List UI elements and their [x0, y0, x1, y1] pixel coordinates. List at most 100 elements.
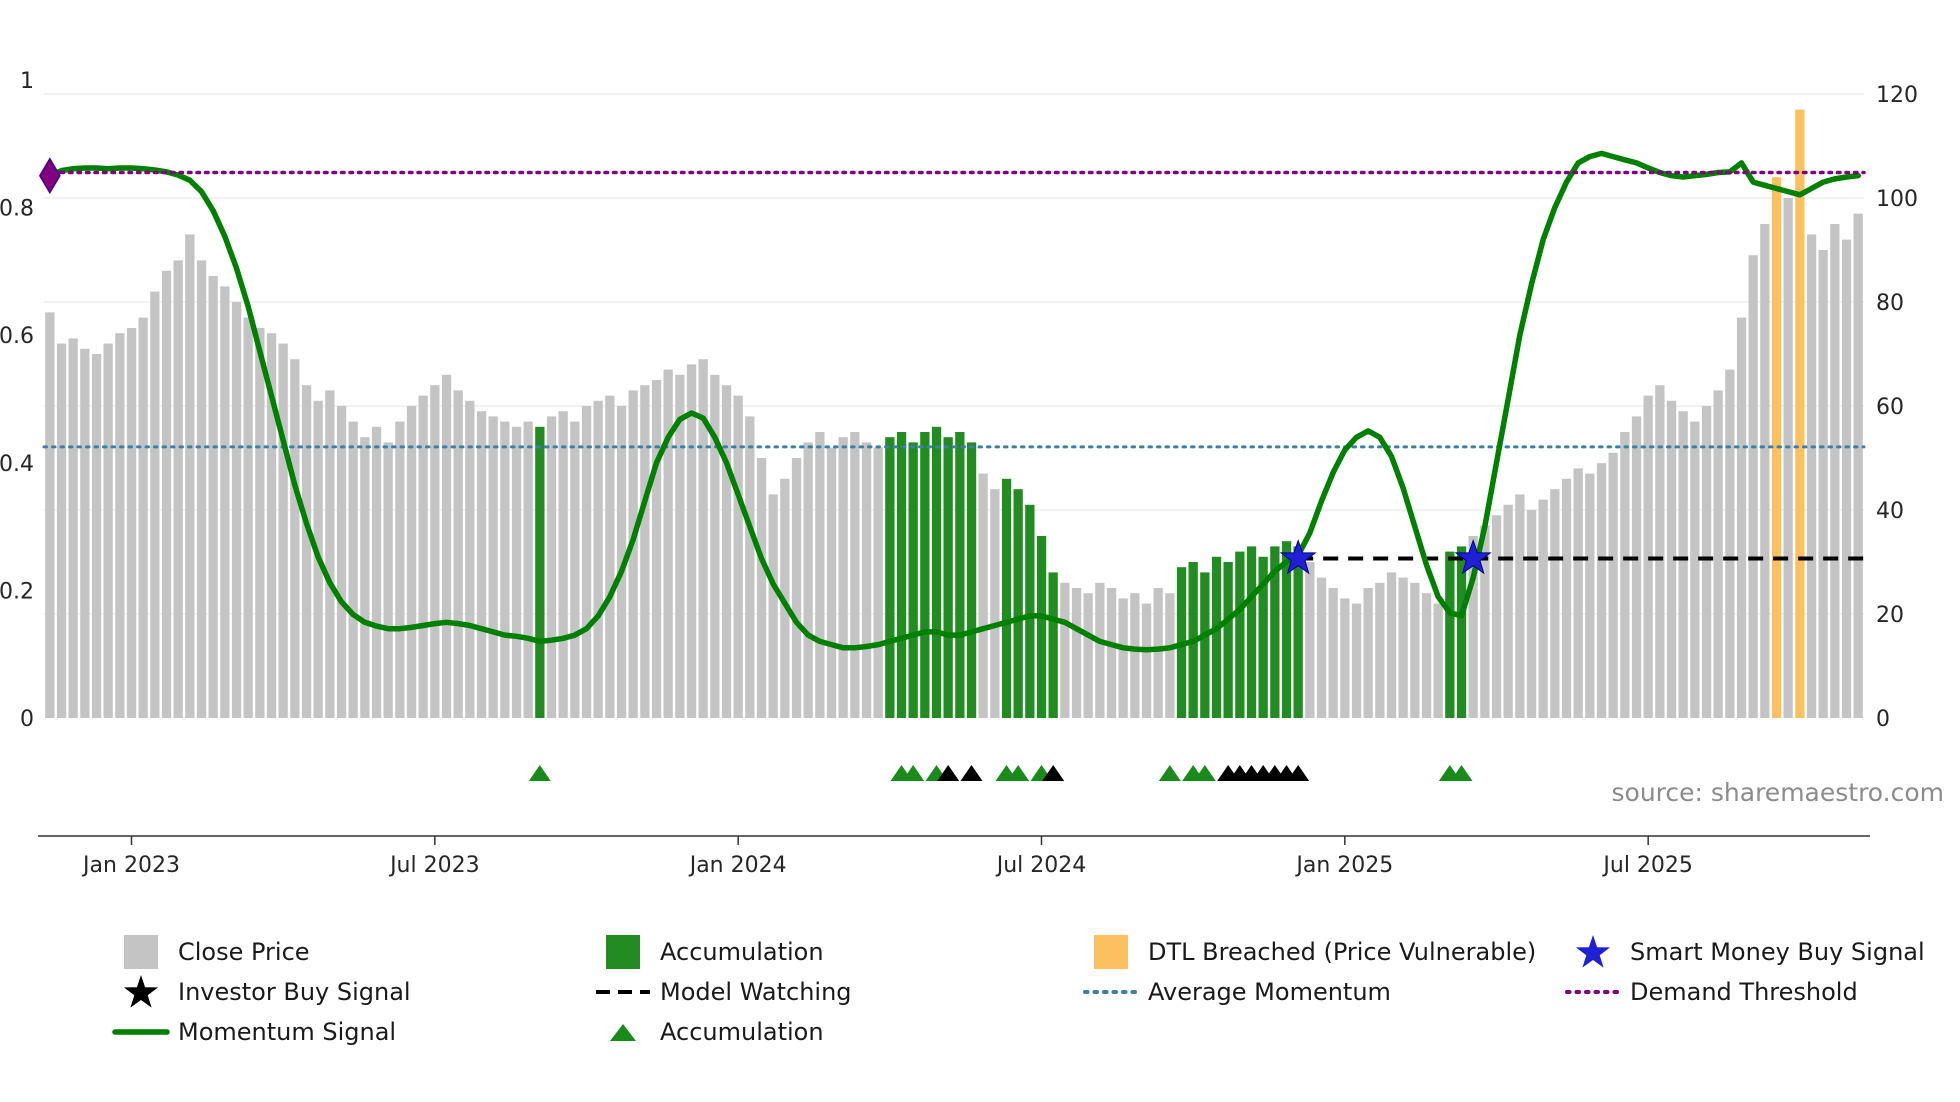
gridlines	[44, 93, 1864, 615]
gray-square-swatch	[112, 935, 170, 969]
close-price-bar	[395, 421, 405, 718]
y-right-tick-label: 100	[1876, 187, 1918, 212]
close-price-bar	[1748, 255, 1758, 718]
dtl-breached-bar	[1795, 109, 1805, 719]
accumulation-bar	[885, 437, 895, 718]
close-price-bar	[126, 328, 137, 718]
close-price-bar	[1736, 317, 1747, 718]
accumulation-triangle-marker	[1007, 765, 1030, 781]
accumulation-bar	[1036, 536, 1047, 718]
legend-label-accumulation-marker: Accumulation	[660, 1018, 824, 1046]
green-triangle-icon	[594, 1020, 652, 1044]
close-price-bar	[1690, 421, 1700, 718]
close-price-bar	[91, 354, 102, 718]
close-price-bar	[1526, 510, 1537, 718]
legend-label-average-momentum: Average Momentum	[1148, 978, 1391, 1006]
close-price-bar	[371, 426, 382, 718]
purple-dotted-line-swatch	[1564, 986, 1622, 998]
chart-legend: Close Price Investor Buy Signal Momentum…	[0, 932, 1960, 1062]
close-price-bar	[651, 380, 662, 718]
close-price-bar	[1153, 588, 1163, 718]
blue-star-icon	[1564, 932, 1622, 972]
accumulation-bar	[1258, 556, 1268, 718]
close-price-bar	[523, 421, 533, 718]
legend-label-close-price: Close Price	[178, 938, 310, 966]
close-price-bar	[500, 421, 510, 718]
y-left-tick-label: 1	[20, 69, 34, 94]
close-price-bar	[1340, 598, 1350, 718]
accumulation-bar	[896, 432, 907, 718]
close-price-bar	[1783, 198, 1793, 718]
close-price-bar	[1678, 411, 1688, 718]
close-price-bar	[1363, 588, 1373, 718]
close-price-bar	[80, 348, 90, 718]
close-price-bar	[710, 374, 720, 718]
close-price-bar	[1806, 234, 1817, 718]
close-price-bar	[220, 286, 230, 718]
legend-item-accumulation-bar: Accumulation	[594, 932, 852, 972]
demand-diamond-marker	[38, 157, 61, 195]
close-price-bar	[698, 359, 708, 718]
legend-item-accumulation-marker: Accumulation	[594, 1012, 852, 1052]
legend-column-4: Smart Money Buy Signal Demand Threshold	[1564, 932, 1925, 1012]
accumulation-bar	[920, 432, 930, 718]
close-price-bar	[336, 406, 347, 718]
legend-label-momentum-signal: Momentum Signal	[178, 1018, 397, 1046]
close-price-bar	[826, 447, 837, 718]
y-right-tick-label: 80	[1876, 291, 1904, 316]
close-price-bar	[1468, 536, 1478, 718]
close-price-bar	[1550, 489, 1560, 718]
close-price-bar	[1410, 582, 1420, 718]
close-price-bar	[1666, 400, 1677, 718]
close-price-bar	[150, 291, 160, 718]
accumulation-bar	[931, 426, 942, 718]
accumulation-bar	[966, 442, 977, 718]
close-price-bar	[1561, 478, 1572, 718]
close-price-bar	[1386, 572, 1397, 718]
close-price-bar	[873, 447, 883, 718]
close-price-bar	[1760, 224, 1770, 718]
close-price-bar	[861, 442, 872, 718]
close-price-bar	[1491, 515, 1502, 718]
accumulation-bar	[1281, 541, 1292, 718]
close-price-bar	[290, 359, 300, 718]
accumulation-triangle-marker	[1450, 765, 1473, 781]
accumulation-bar	[1235, 551, 1245, 718]
close-price-bar	[511, 426, 522, 718]
legend-item-momentum-signal: Momentum Signal	[112, 1012, 411, 1052]
accumulation-bar	[1293, 546, 1303, 718]
close-price-bar	[1305, 562, 1315, 718]
close-price-bar	[1328, 588, 1338, 718]
accumulation-triangle-marker	[1193, 765, 1216, 781]
close-price-bar	[465, 400, 475, 718]
close-price-bar	[1095, 582, 1105, 718]
accumulation-triangle-marker	[1158, 765, 1181, 781]
close-price-bar	[453, 390, 463, 718]
accumulation-triangle-marker	[902, 765, 925, 781]
close-price-bar	[1060, 582, 1070, 718]
accumulation-bar	[955, 432, 965, 718]
legend-column-1: Close Price Investor Buy Signal Momentum…	[112, 932, 411, 1052]
accumulation-bar	[1025, 504, 1035, 718]
accumulation-bar	[1456, 546, 1467, 718]
close-price-bar	[1631, 416, 1642, 718]
x-tick-label: Jul 2025	[1601, 853, 1693, 878]
price-momentum-chart: Jan 2023 Jul 2023 Jan 2024 Jul 2024 Jan 2025…	[0, 69, 1918, 878]
close-price-bar	[441, 374, 452, 718]
accumulation-bar	[1200, 572, 1210, 718]
momentum-line	[47, 150, 1861, 653]
close-price-bar	[1316, 577, 1327, 718]
legend-item-average-momentum: Average Momentum	[1082, 972, 1536, 1012]
y-axis-right: 0 20 40 60 80 100 120	[1876, 83, 1918, 732]
accumulation-bar	[943, 437, 953, 718]
close-price-bar	[546, 416, 557, 718]
close-price-bar	[1351, 603, 1362, 718]
close-price-bar	[1515, 494, 1525, 718]
close-price-bar	[1538, 499, 1548, 718]
investor-buy-triangle-marker	[1042, 765, 1065, 781]
investor-buy-triangle-marker	[937, 765, 960, 781]
close-price-bar	[686, 364, 697, 718]
legend-item-demand-threshold: Demand Threshold	[1564, 972, 1925, 1012]
close-price-bar	[570, 421, 580, 718]
close-price-bar	[278, 343, 288, 718]
